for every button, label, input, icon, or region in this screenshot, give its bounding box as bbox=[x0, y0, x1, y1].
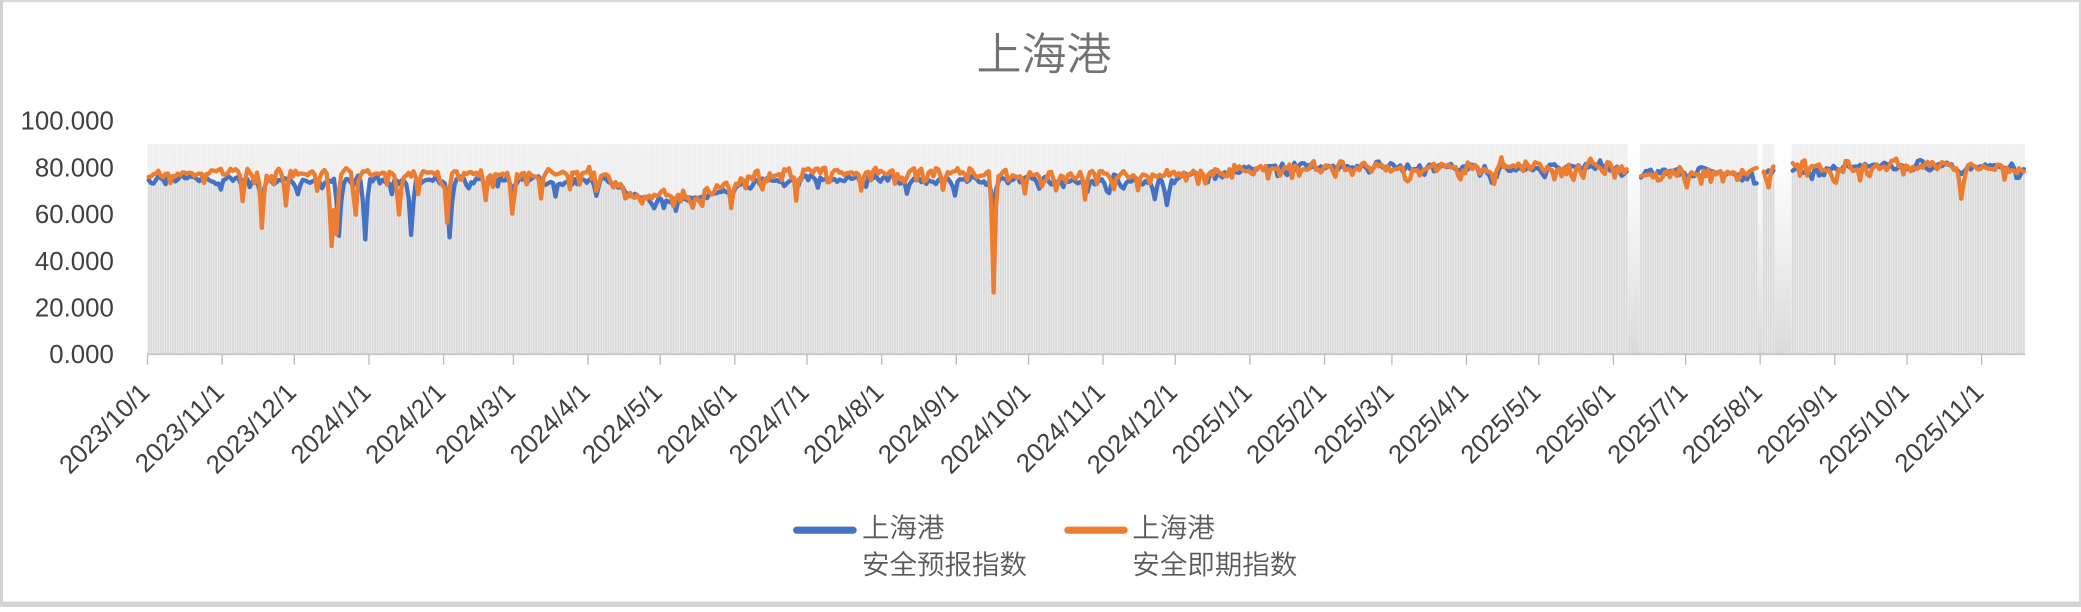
svg-text:40.000: 40.000 bbox=[35, 248, 114, 276]
svg-text:20.000: 20.000 bbox=[35, 295, 114, 323]
svg-text:0.000: 0.000 bbox=[49, 341, 114, 369]
svg-text:100.000: 100.000 bbox=[21, 108, 114, 136]
svg-text:60.000: 60.000 bbox=[35, 201, 114, 229]
svg-text:80.000: 80.000 bbox=[35, 154, 114, 182]
